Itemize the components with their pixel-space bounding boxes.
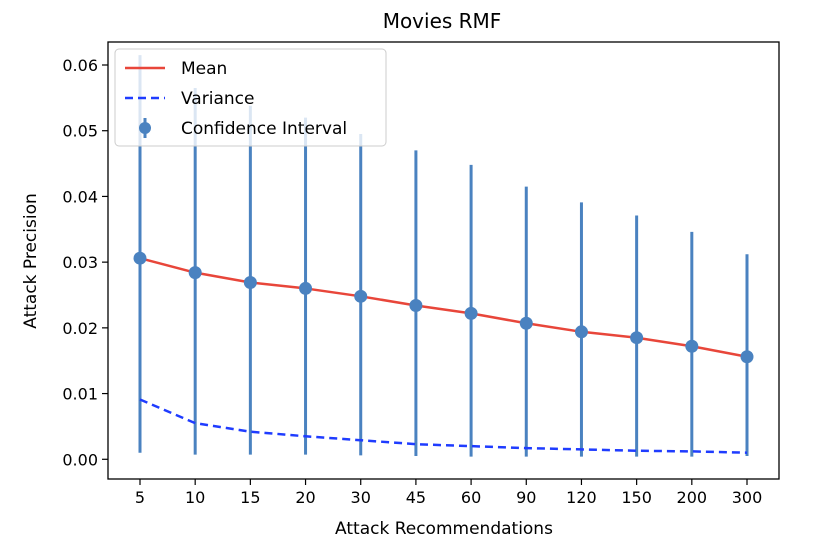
x-tick-label: 5 [135, 488, 145, 507]
ci-marker [630, 331, 644, 345]
y-tick-label: 0.00 [62, 450, 98, 469]
ci-marker [574, 325, 588, 339]
ci-marker [299, 281, 313, 295]
x-tick-label: 120 [566, 488, 597, 507]
plot-marks [133, 55, 754, 457]
y-tick-label: 0.05 [62, 122, 98, 141]
legend: Mean Variance Confidence Interval [114, 48, 387, 147]
legend-variance-label: Variance [181, 89, 254, 109]
mean-line [139, 256, 748, 358]
y-tick-label: 0.06 [62, 56, 98, 75]
x-tick-label: 200 [677, 488, 708, 507]
x-axis-label: Attack Recommendations [335, 519, 553, 539]
ci-marker [519, 316, 533, 330]
y-tick-label: 0.01 [62, 385, 98, 404]
x-tick-label: 15 [240, 488, 260, 507]
y-tick-label: 0.04 [62, 187, 98, 206]
variance-line [139, 398, 748, 454]
ci-marker [740, 350, 754, 364]
x-tick-label: 90 [516, 488, 536, 507]
ci-marker [685, 339, 699, 353]
y-axis-label: Attack Precision [21, 193, 41, 329]
legend-ci-swatch-marker [139, 122, 151, 134]
ci-marker [464, 306, 478, 320]
ci-marker [354, 289, 368, 303]
legend-ci-label: Confidence Interval [181, 119, 347, 139]
y-tick-label: 0.02 [62, 319, 98, 338]
chart-title: Movies RMF [383, 9, 502, 33]
x-tick-label: 10 [185, 488, 205, 507]
x-tick-label: 300 [732, 488, 763, 507]
x-tick-label: 30 [351, 488, 371, 507]
y-tick-label: 0.03 [62, 253, 98, 272]
ci-marker [243, 276, 257, 290]
x-tick-label: 20 [295, 488, 315, 507]
ci-marker [409, 299, 423, 313]
axes: 5 10 15 20 30 45 60 90 120 150 200 300 0.00 0.01 0.02 0… [62, 56, 762, 507]
plot-frame [107, 41, 780, 480]
x-tick-label: 45 [406, 488, 426, 507]
legend-box [114, 48, 387, 147]
x-tick-label: 150 [621, 488, 652, 507]
ci-marker [188, 266, 202, 280]
legend-mean-label: Mean [181, 59, 227, 79]
x-tick-label: 60 [461, 488, 481, 507]
ci-marker [133, 251, 147, 265]
